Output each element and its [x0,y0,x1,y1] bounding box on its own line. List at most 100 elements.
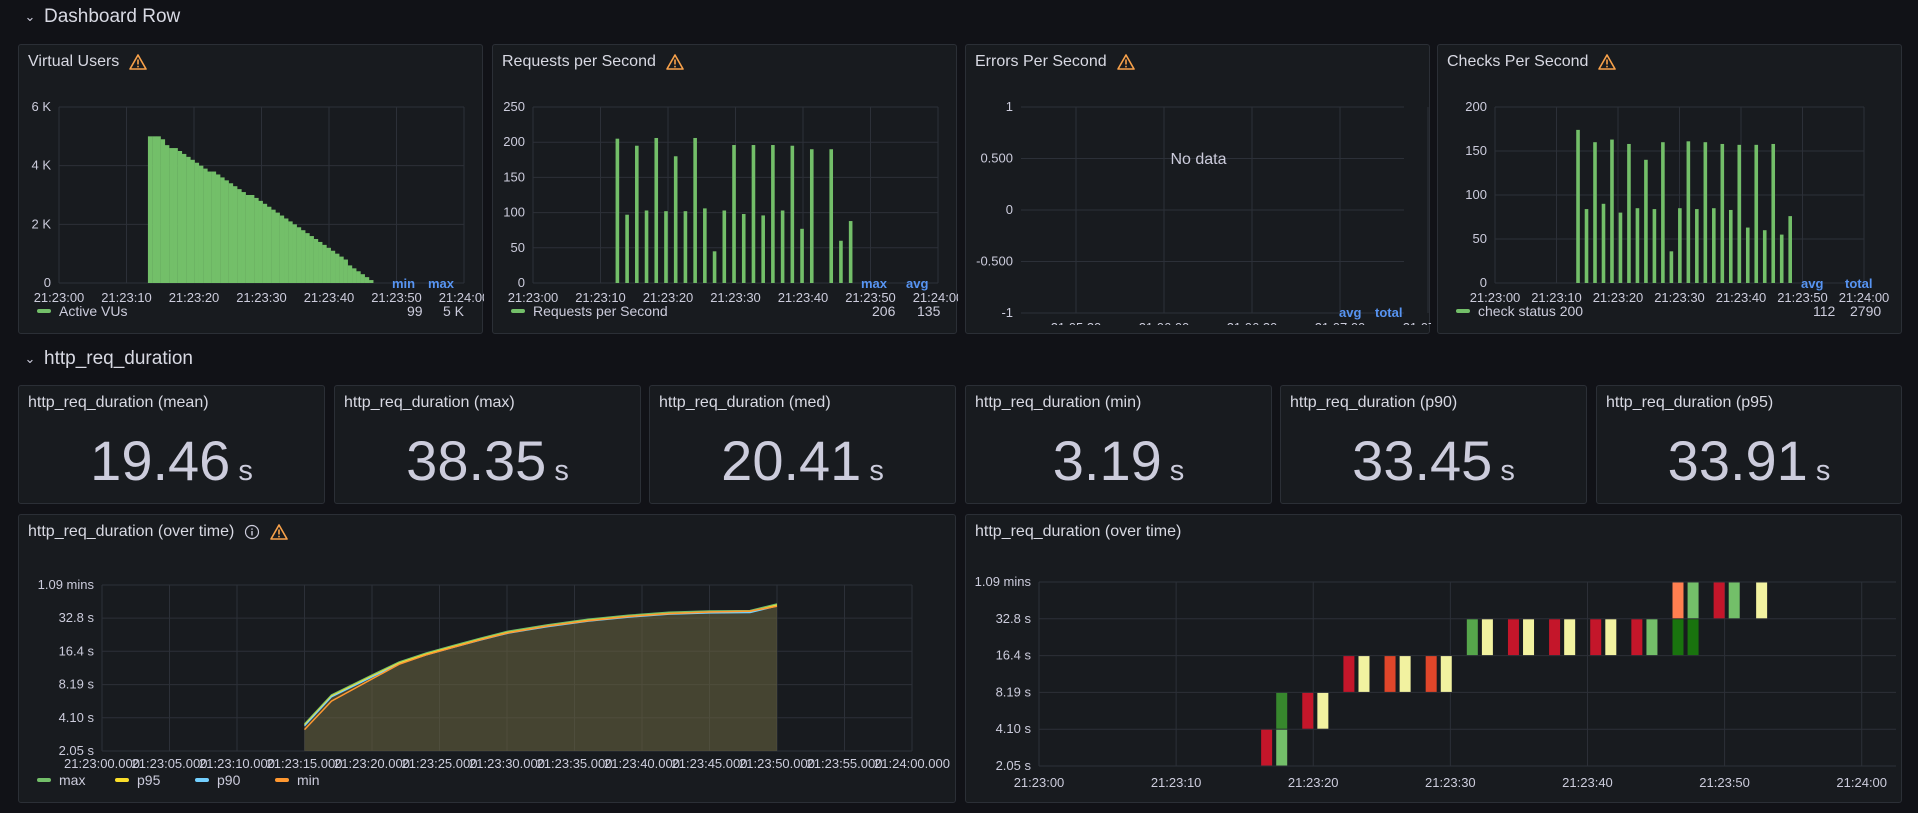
heatmap-cell [1687,582,1699,619]
bar [220,177,225,283]
stat-panel-p95[interactable]: http_req_duration (p95) 33.91 s [1596,385,1902,504]
panel-title[interactable]: http_req_duration (p95) [1606,394,1773,412]
legend-item-min[interactable]: min [275,772,320,788]
stat-unit: s [554,455,569,487]
warning-icon[interactable] [666,54,684,70]
legend-col-min[interactable]: min [392,276,416,291]
bar [181,153,187,283]
panel-title[interactable]: Requests per Second [502,53,684,71]
x-tick-label: 21:23:50 [371,290,422,305]
legend-item[interactable]: Active VUs [37,303,127,319]
y-tick-label: 50 [1473,231,1487,246]
legend-item-p90[interactable]: p90 [195,772,240,788]
x-axis: 21:23:00 21:23:10 21:23:20 21:23:30 21:23:40… [34,290,484,305]
y-axis: 200 150 100 50 0 [1465,99,1487,290]
warning-icon[interactable] [129,54,148,70]
bar [1610,139,1614,283]
legend-col-max[interactable]: max [428,276,455,291]
stat-panel-med[interactable]: http_req_duration (med) 20.41 s [649,385,956,504]
bar [241,192,246,283]
rps-chart[interactable]: 250 200 150 100 50 0 21:23:00 21:23:10 21:23:20… [493,85,958,305]
legend-col-avg[interactable]: avg [906,276,929,291]
bar [712,251,717,283]
panel-requests-per-second[interactable]: Requests per Second 250 200 150 100 50 0 21:2… [492,44,958,334]
legend-label: p90 [217,772,241,788]
panel-title[interactable]: Checks Per Second [1447,53,1617,71]
panel-title-text: http_req_duration (p95) [1606,394,1774,411]
stat-panel-mean[interactable]: http_req_duration (mean) 19.46 s [18,385,325,504]
bar [215,174,221,283]
panel-title[interactable]: http_req_duration (over time) [28,523,289,541]
panel-title[interactable]: http_req_duration (min) [975,394,1141,412]
y-tick-label: 16.4 s [996,648,1032,663]
bar [1762,230,1767,283]
panel-duration-over-time[interactable]: http_req_duration (over time) 1.09 mins 3… [18,514,956,803]
stat-unit: s [238,455,253,487]
x-tick-label: 21:06:30 [1227,320,1278,325]
bar [790,145,795,283]
panel-title[interactable]: Virtual Users [28,53,148,71]
legend-col-avg[interactable]: avg [1339,305,1362,320]
y-tick-label: 0 [44,275,51,290]
legend-item-p95[interactable]: p95 [115,772,160,788]
legend-swatch [195,778,209,782]
legend-value-total: 2790 [1850,303,1882,319]
y-tick-label: 0 [518,275,525,290]
bar [173,148,178,283]
y-tick-label: 150 [1465,143,1487,158]
bar [1720,143,1725,283]
no-data-text: No data [1170,151,1227,168]
y-tick-label: 0 [1480,275,1487,290]
panel-errors-per-second[interactable]: Errors Per Second 1 0.500 0 -0.500 -1 21:05:… [965,44,1431,334]
x-axis: 21:23:00 21:23:10 21:23:20 21:23:30 21:23:40… [1014,775,1887,790]
info-icon[interactable] [244,524,260,540]
legend-col-avg[interactable]: avg [1801,276,1824,291]
eps-chart[interactable]: 1 0.500 0 -0.500 -1 21:05:30 21:06:00 21:06:30… [966,85,1431,325]
panel-virtual-users[interactable]: Virtual Users 6 K 4 K 2 K 0 21:23:00 21:23:1… [18,44,484,334]
bar [156,136,161,283]
bar [266,206,272,283]
row-header-dashboard[interactable]: ⌄ Dashboard Row [24,6,181,28]
panel-title[interactable]: http_req_duration (p90) [1290,394,1457,412]
stat-panel-p90[interactable]: http_req_duration (p90) 33.45 s [1280,385,1587,504]
chevron-down-icon: ⌄ [24,9,36,24]
legend-item[interactable]: check status 200 [1456,303,1583,319]
area-fill [304,604,777,751]
row-header-http-req-duration[interactable]: ⌄ http_req_duration [24,348,193,370]
x-tick-label: 21:23:20 [169,290,220,305]
stat-panel-min[interactable]: http_req_duration (min) 3.19 s [965,385,1272,504]
legend-item-max[interactable]: max [37,772,85,788]
panel-title-text: http_req_duration (med) [659,394,831,411]
bar [1661,142,1665,283]
stat-panel-max[interactable]: http_req_duration (max) 38.35 s [334,385,641,504]
stat-unit: s [1169,455,1185,487]
legend-col-total[interactable]: total [1845,276,1873,291]
bar [1635,208,1640,283]
legend-col-max[interactable]: max [861,276,888,291]
legend-col-total[interactable]: total [1375,305,1403,320]
vu-chart[interactable]: 6 K4 K2 K0 21:23:00 21:23:10 21:23:20 21:23… [19,85,484,305]
panel-title-text: http_req_duration (max) [344,394,515,411]
warning-icon[interactable] [1116,54,1135,70]
panel-title-text: http_req_duration (over time) [975,523,1182,540]
bar [190,159,195,283]
legend-item[interactable]: Requests per Second [511,303,668,319]
panel-checks-per-second[interactable]: Checks Per Second 200 150 100 50 0 21:23:00 2… [1437,44,1902,334]
warning-icon[interactable] [270,524,289,540]
x-axis: 21:23:00 21:23:10 21:23:20 21:23:30 21:23:40… [1470,290,1890,305]
y-tick-label: 2.05 s [996,758,1032,773]
x-tick-label: 21:24:00 [913,290,958,305]
panel-duration-heatmap[interactable]: http_req_duration (over time) 1.09 mins 3… [965,514,1902,803]
panel-title[interactable]: http_req_duration (max) [344,394,515,412]
panel-title[interactable]: http_req_duration (over time) [975,523,1181,541]
panel-title[interactable]: http_req_duration (med) [659,394,831,412]
panel-title[interactable]: http_req_duration (mean) [28,394,209,412]
x-tick-label: 21:23:00 [1014,775,1065,790]
bar [330,250,336,283]
warning-icon[interactable] [1598,54,1617,70]
panel-title[interactable]: Errors Per Second [975,53,1135,71]
x-tick-label: 21:24:00 [1839,290,1890,305]
